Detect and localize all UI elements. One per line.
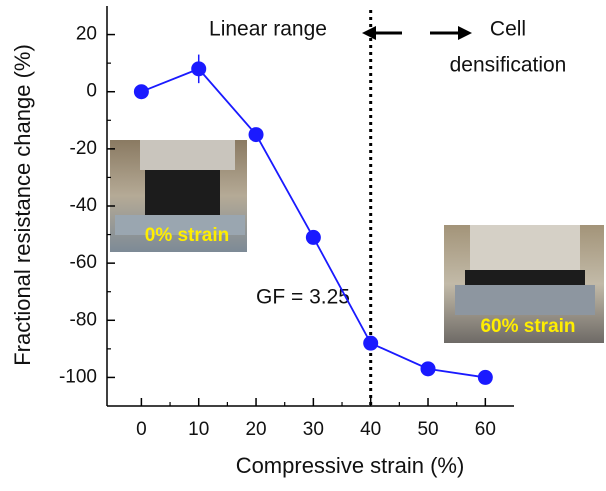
inset-label: 60% strain bbox=[480, 316, 575, 337]
x-tick-label: 60 bbox=[475, 419, 496, 440]
x-tick-label: 50 bbox=[417, 419, 438, 440]
y-axis-label: Fractional resistance change (%) bbox=[10, 44, 35, 366]
y-tick-label: 0 bbox=[86, 81, 97, 102]
data-point bbox=[363, 336, 378, 351]
y-tick-label: -100 bbox=[59, 366, 97, 387]
x-tick-label: 10 bbox=[188, 419, 209, 440]
annotation: GF = 3.25 bbox=[256, 286, 350, 309]
x-tick-label: 30 bbox=[303, 419, 324, 440]
annotation: Linear range bbox=[209, 18, 327, 41]
y-tick-label: 20 bbox=[76, 24, 97, 45]
y-tick-label: -80 bbox=[70, 309, 97, 330]
x-tick-label: 40 bbox=[360, 419, 381, 440]
x-axis-label: Compressive strain (%) bbox=[236, 453, 465, 478]
page: {"chart_data": {"type": "line", "x_label… bbox=[0, 0, 606, 491]
chart: Compressive strain (%) Fractional resist… bbox=[0, 0, 606, 491]
data-point bbox=[134, 84, 149, 99]
y-tick-label: -20 bbox=[70, 138, 97, 159]
data-point bbox=[478, 370, 493, 385]
x-tick-label: 0 bbox=[136, 419, 147, 440]
arrow-left bbox=[362, 26, 402, 40]
data-point bbox=[306, 230, 321, 245]
y-tick-label: -60 bbox=[70, 252, 97, 273]
annotation: Cell bbox=[490, 18, 526, 41]
y-tick-label: -40 bbox=[70, 195, 97, 216]
data-point bbox=[191, 61, 206, 76]
annotation: densification bbox=[450, 54, 567, 77]
x-tick-label: 20 bbox=[245, 419, 266, 440]
data-point bbox=[249, 127, 264, 142]
data-point bbox=[421, 361, 436, 376]
inset-label: 0% strain bbox=[145, 225, 229, 246]
arrow-right bbox=[430, 26, 472, 40]
